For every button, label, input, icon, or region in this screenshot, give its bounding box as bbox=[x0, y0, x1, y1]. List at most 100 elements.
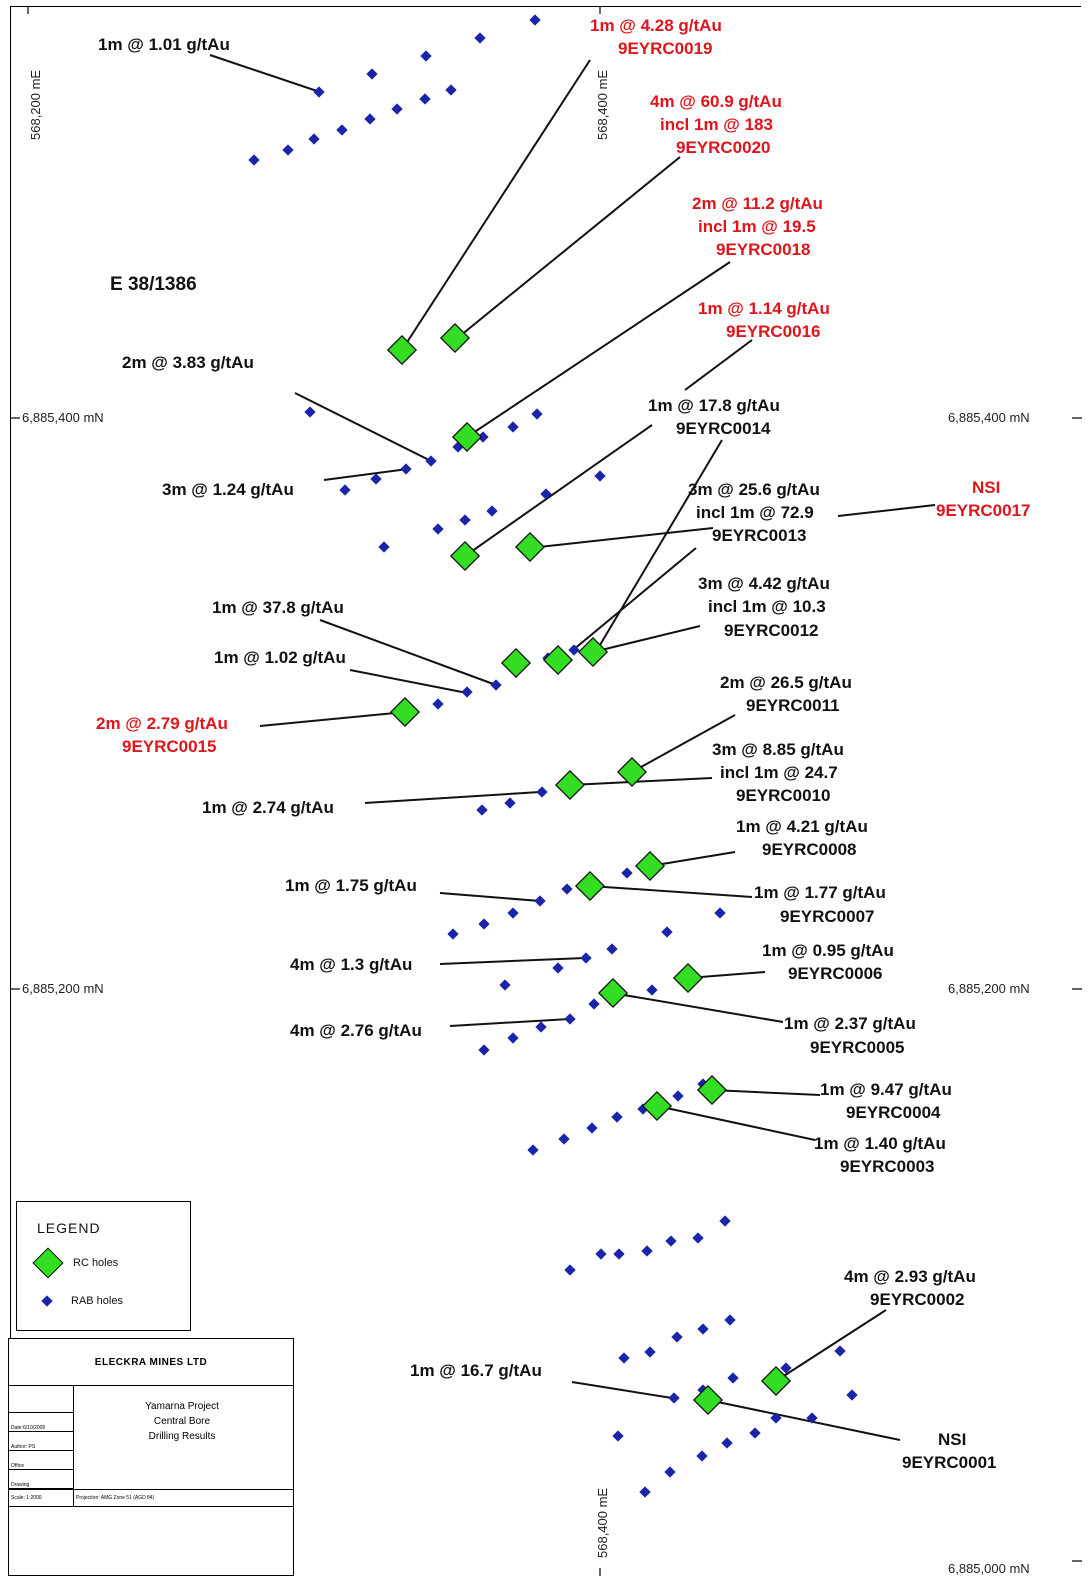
result-label: 3m @ 8.85 g/tAu bbox=[712, 740, 844, 759]
rab-hole bbox=[364, 113, 376, 125]
hole-id-label: 9EYRC0020 bbox=[676, 138, 771, 157]
result-label: 1m @ 2.37 g/tAu bbox=[784, 1014, 916, 1033]
rab-hole bbox=[282, 144, 294, 156]
rab-hole bbox=[552, 962, 564, 974]
rab-hole bbox=[536, 786, 548, 798]
hole-id-label: 9EYRC0010 bbox=[736, 786, 831, 805]
legend-rab-label: RAB holes bbox=[71, 1295, 123, 1307]
hole-id-label: 9EYRC0013 bbox=[712, 526, 807, 545]
rab-hole bbox=[580, 952, 592, 964]
rab-hole bbox=[621, 867, 633, 879]
hole-id-label: 9EYRC0001 bbox=[902, 1453, 997, 1472]
result-label: 4m @ 60.9 g/tAu bbox=[650, 92, 782, 111]
result-label: 4m @ 2.76 g/tAu bbox=[290, 1021, 422, 1040]
rab-hole bbox=[639, 1486, 651, 1498]
rab-hole bbox=[661, 926, 673, 938]
legend-row-rc: RC holes bbox=[32, 1247, 118, 1279]
result-label: 2m @ 2.79 g/tAu bbox=[96, 714, 228, 733]
result-label: 1m @ 1.77 g/tAu bbox=[754, 883, 886, 902]
rab-hole bbox=[378, 541, 390, 553]
rab-hole bbox=[564, 1013, 576, 1025]
result-label: incl 1m @ 10.3 bbox=[708, 597, 826, 616]
rab-hole bbox=[248, 154, 260, 166]
rc-hole-9EYRC0019 bbox=[386, 334, 418, 366]
rab-hole bbox=[727, 1372, 739, 1384]
rc-hole-9EYRC0020 bbox=[439, 322, 471, 354]
company-name: ELECKRA MINES LTD bbox=[9, 1339, 293, 1386]
result-label: 2m @ 3.83 g/tAu bbox=[122, 353, 254, 372]
legend-row-rab: RAB holes bbox=[37, 1295, 123, 1307]
hole-id-label: 9EYRC0011 bbox=[746, 696, 840, 715]
project-line: Drilling Results bbox=[148, 1431, 216, 1442]
rab-hole bbox=[490, 679, 502, 691]
rab-hole bbox=[531, 408, 543, 420]
rab-hole bbox=[724, 1314, 736, 1326]
easting-label-bottom: 568,400 mE bbox=[595, 1488, 610, 1558]
northing-label-200-right: 6,885,200 mN bbox=[948, 981, 1030, 996]
rab-hole bbox=[696, 1450, 708, 1462]
rab-hole bbox=[595, 1248, 607, 1260]
rab-hole bbox=[714, 907, 726, 919]
result-label: 1m @ 4.21 g/tAu bbox=[736, 817, 868, 836]
rab-hole bbox=[507, 1032, 519, 1044]
title-block: ELECKRA MINES LTD Yamarna Project Centra… bbox=[8, 1338, 294, 1576]
rab-hole bbox=[461, 686, 473, 698]
rab-hole bbox=[534, 895, 546, 907]
result-label: 2m @ 11.2 g/tAu bbox=[692, 194, 823, 213]
rab-hole-symbol-icon bbox=[41, 1295, 53, 1307]
rab-hole bbox=[370, 473, 382, 485]
rab-hole bbox=[507, 421, 519, 433]
result-label: 1m @ 1.01 g/tAu bbox=[98, 35, 230, 54]
rc-hole-9EYRC0006 bbox=[672, 962, 704, 994]
leader-lines bbox=[209, 54, 936, 1441]
rab-hole bbox=[478, 1044, 490, 1056]
rab-hole bbox=[339, 484, 351, 496]
rab-hole bbox=[425, 455, 437, 467]
rab-hole bbox=[770, 1412, 782, 1424]
result-label: 1m @ 1.40 g/tAu bbox=[814, 1134, 946, 1153]
result-label: 1m @ 9.47 g/tAu bbox=[820, 1080, 952, 1099]
hole-id-label: 9EYRC0002 bbox=[870, 1290, 965, 1309]
rab-hole bbox=[419, 93, 431, 105]
rc-hole-9EYRC0005 bbox=[597, 977, 629, 1009]
result-label: 1m @ 2.74 g/tAu bbox=[202, 798, 334, 817]
hole-id-label: 9EYRC0006 bbox=[788, 964, 883, 983]
rab-hole bbox=[644, 1346, 656, 1358]
result-label: 1m @ 37.8 g/tAu bbox=[212, 598, 344, 617]
easting-label-top: 568,200 mE bbox=[28, 70, 43, 140]
rc-hole-9EYRC0003 bbox=[641, 1090, 673, 1122]
rab-hole bbox=[846, 1389, 858, 1401]
rc-hole-9EYRC0002 bbox=[760, 1365, 792, 1397]
scale-cell: Scale: 1:2000 bbox=[9, 1490, 74, 1506]
rc-hole-9EYRC0012 bbox=[577, 636, 609, 668]
rab-hole bbox=[594, 470, 606, 482]
hole-id-label: 9EYRC0007 bbox=[780, 907, 875, 926]
rab-hole bbox=[476, 804, 488, 816]
result-label: 1m @ 1.02 g/tAu bbox=[214, 648, 346, 667]
project-title: Yamarna Project Central Bore Drilling Re… bbox=[75, 1399, 289, 1444]
rab-hole bbox=[671, 1331, 683, 1343]
rc-hole-9EYRC0001 bbox=[692, 1384, 724, 1416]
rab-hole bbox=[618, 1352, 630, 1364]
result-label: 4m @ 1.3 g/tAu bbox=[290, 955, 412, 974]
result-label: NSI bbox=[972, 478, 1000, 497]
hole-id-label: 9EYRC0008 bbox=[762, 840, 857, 859]
result-label: 1m @ 4.28 g/tAu bbox=[590, 16, 722, 35]
title-block-divider bbox=[73, 1385, 74, 1505]
result-label: 1m @ 1.14 g/tAu bbox=[698, 299, 830, 318]
projection-cell: Projection: AMG Zone 51 (AGD 84) bbox=[76, 1495, 155, 1501]
northing-label-200-left: 6,885,200 mN bbox=[22, 981, 104, 996]
title-block-blank-cell bbox=[9, 1385, 73, 1413]
result-label: 1m @ 16.7 g/tAu bbox=[410, 1361, 542, 1380]
rab-hole bbox=[391, 103, 403, 115]
result-label: 3m @ 25.6 g/tAu bbox=[688, 480, 820, 499]
hole-id-label: 9EYRC0004 bbox=[846, 1103, 941, 1122]
rab-hole bbox=[432, 523, 444, 535]
result-label: 1m @ 17.8 g/tAu bbox=[648, 396, 780, 415]
rab-hole bbox=[527, 1144, 539, 1156]
result-label: incl 1m @ 72.9 bbox=[696, 503, 814, 522]
hole-id-label: 9EYRC0003 bbox=[840, 1157, 935, 1176]
rc-hole-9EYRC0011 bbox=[616, 756, 648, 788]
rab-hole bbox=[672, 1090, 684, 1102]
result-label: 1m @ 0.95 g/tAu bbox=[762, 941, 894, 960]
